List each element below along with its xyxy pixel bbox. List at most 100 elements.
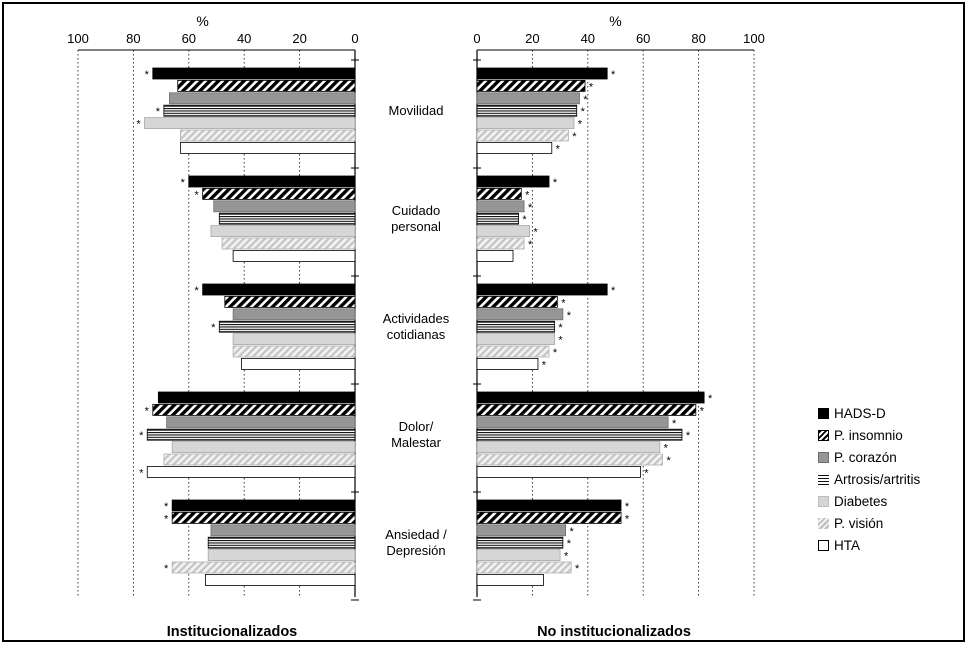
bar xyxy=(218,320,356,333)
legend-swatch xyxy=(818,407,829,419)
category-label: Ansiedad / xyxy=(385,527,447,542)
bar xyxy=(476,225,531,238)
significance-star: * xyxy=(561,297,566,309)
significance-star: * xyxy=(553,347,558,359)
bar xyxy=(210,225,356,238)
significance-star: * xyxy=(139,467,144,479)
bar xyxy=(241,357,356,370)
x-tick-label: 60 xyxy=(636,31,650,46)
bar xyxy=(171,441,356,454)
bar xyxy=(476,403,697,416)
category-label: Cuidado xyxy=(392,203,440,218)
significance-star: * xyxy=(558,335,563,347)
legend-item: P. insomnio xyxy=(818,424,920,446)
bar xyxy=(210,524,356,537)
significance-star: * xyxy=(195,285,200,297)
bar xyxy=(171,561,356,574)
bar xyxy=(476,357,539,370)
category-label: personal xyxy=(391,219,441,234)
legend-item: P. visión xyxy=(818,512,920,534)
significance-star: * xyxy=(644,467,649,479)
panel-title: Institucionalizados xyxy=(167,624,298,640)
bar xyxy=(476,67,608,80)
legend-item: HADS-D xyxy=(818,402,920,424)
bar xyxy=(205,574,356,586)
bar xyxy=(207,536,356,549)
category-label: Malestar xyxy=(391,435,442,450)
bar xyxy=(476,212,519,225)
significance-star: * xyxy=(195,189,200,201)
bar xyxy=(476,92,580,105)
significance-star: * xyxy=(556,143,561,155)
x-tick-label: 40 xyxy=(581,31,595,46)
legend-item: P. corazón xyxy=(818,446,920,468)
x-tick-label: 20 xyxy=(292,31,306,46)
x-tick-label: 0 xyxy=(473,31,480,46)
legend-label: P. visión xyxy=(834,515,884,531)
legend-swatch xyxy=(818,473,829,485)
bar xyxy=(180,141,356,154)
bar xyxy=(476,200,525,213)
legend-item: Artrosis/artritis xyxy=(818,468,920,490)
legend-swatch xyxy=(818,429,829,441)
legend-item: HTA xyxy=(818,534,920,556)
bar xyxy=(169,92,356,105)
x-tick-label: 100 xyxy=(67,31,89,46)
bar xyxy=(152,67,356,80)
significance-star: * xyxy=(164,513,169,525)
legend-label: P. insomnio xyxy=(834,427,903,443)
significance-star: * xyxy=(145,405,150,417)
x-tick-label: 80 xyxy=(126,31,140,46)
significance-star: * xyxy=(522,214,527,226)
bar xyxy=(476,129,569,142)
significance-star: * xyxy=(664,443,669,455)
bar xyxy=(476,574,544,586)
bar xyxy=(177,80,356,92)
significance-star: * xyxy=(558,322,563,334)
unit-label: % xyxy=(609,13,621,29)
significance-star: * xyxy=(533,227,538,239)
significance-star: * xyxy=(525,189,530,201)
bar xyxy=(202,187,356,200)
x-tick-label: 80 xyxy=(691,31,705,46)
bar xyxy=(207,549,356,561)
significance-star: * xyxy=(164,501,169,513)
bar xyxy=(476,465,641,478)
bar xyxy=(476,549,561,561)
bar xyxy=(476,512,622,524)
chart-legend: HADS-D P. insomnio P. corazón Artrosis/artr… xyxy=(818,402,920,556)
significance-star: * xyxy=(572,131,577,143)
x-tick-label: 20 xyxy=(525,31,539,46)
significance-star: * xyxy=(666,455,671,467)
bar xyxy=(476,117,575,129)
bar xyxy=(213,200,356,213)
significance-star: * xyxy=(528,202,533,214)
bar xyxy=(221,237,356,250)
legend-label: Artrosis/artritis xyxy=(834,471,921,487)
bar xyxy=(476,320,555,333)
bar xyxy=(166,416,356,429)
bar xyxy=(476,536,564,549)
significance-star: * xyxy=(578,119,583,131)
x-tick-label: 100 xyxy=(743,31,765,46)
category-label: Dolor/ xyxy=(399,419,434,434)
bar xyxy=(218,212,356,225)
chart-marks: 100 80 60 40 20 0%Institucionalizados********… xyxy=(67,13,765,640)
unit-label: % xyxy=(196,13,208,29)
category-label: Depresión xyxy=(386,543,445,558)
category-label: Movilidad xyxy=(389,103,444,118)
bar xyxy=(476,283,608,296)
significance-star: * xyxy=(700,405,705,417)
panel-title: No institucionalizados xyxy=(537,624,691,640)
bar xyxy=(476,345,550,358)
x-tick-label: 0 xyxy=(351,31,358,46)
bar xyxy=(476,524,567,537)
legend-swatch xyxy=(818,539,829,551)
bar xyxy=(144,117,356,129)
bar xyxy=(476,80,586,92)
bar xyxy=(476,428,683,441)
significance-star: * xyxy=(575,563,580,575)
bar xyxy=(476,295,558,308)
bar xyxy=(224,295,356,308)
bar xyxy=(476,187,522,200)
